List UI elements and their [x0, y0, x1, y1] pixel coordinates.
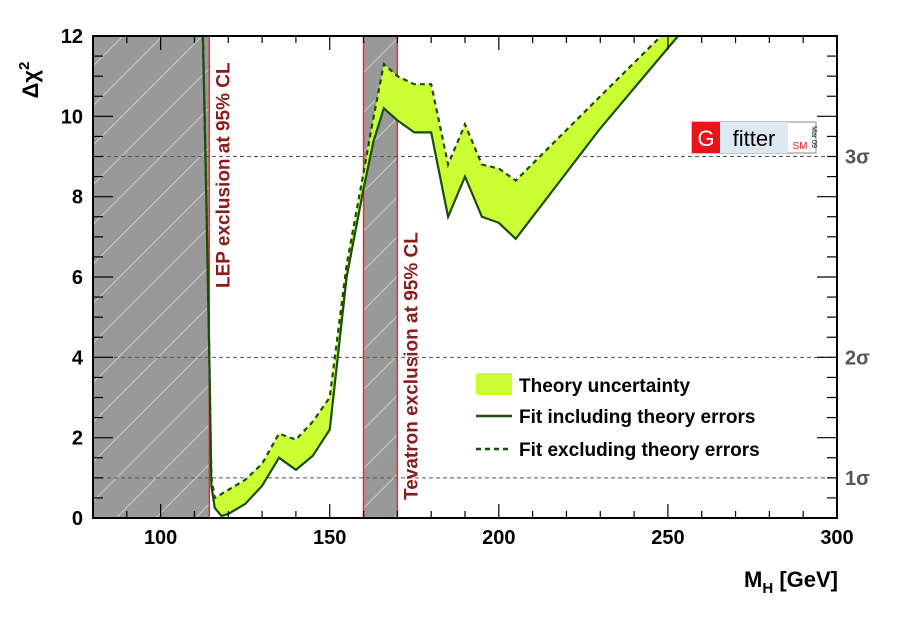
logo-red-box [692, 122, 720, 153]
y-tick-label: 0 [72, 508, 83, 530]
x-tick-label: 200 [482, 527, 515, 549]
logo-letter: G [697, 126, 714, 151]
sigma-label-2: 2σ [845, 347, 870, 369]
sigma-label-1: 1σ [845, 468, 870, 490]
fit-curves [201, 36, 679, 518]
legend-label-dashed: Fit excluding theory errors [519, 440, 760, 461]
theory-uncertainty-band [202, 36, 679, 516]
axis-ticks: 100 150 200 250 300 0 2 4 6 8 10 12 [61, 26, 854, 549]
fit-including-theory-errors-line [201, 36, 679, 518]
fit-excluding-theory-errors-line [201, 36, 662, 500]
x-tick-label: 300 [820, 527, 853, 549]
logo-word: fitter [733, 126, 776, 151]
logo-tag: SM [793, 141, 808, 152]
theory-band [202, 36, 679, 516]
y-tick-label: 6 [72, 267, 83, 289]
x-tick-label: 150 [313, 527, 346, 549]
logo-word-box [720, 122, 788, 153]
exclusion-labels: LEP exclusion at 95% CL Tevatron exclusio… [213, 62, 422, 500]
gfitter-logo: G fitter SM Mar 09 [691, 121, 817, 154]
y-tick-label: 10 [61, 106, 83, 128]
sigma-lines: 1σ 2σ 3σ [93, 147, 870, 490]
y-tick-label: 2 [72, 428, 83, 450]
y-tick-label: 4 [72, 347, 84, 369]
legend-swatch-band [476, 373, 512, 395]
y-tick-label: 8 [72, 187, 83, 209]
legend-label-solid: Fit including theory errors [519, 407, 755, 428]
legend-label-band: Theory uncertainty [519, 376, 690, 397]
x-axis-title: MH [GeV] [744, 567, 838, 597]
x-tick-label: 250 [651, 527, 684, 549]
tevatron-exclusion-label: Tevatron exclusion at 95% CL [401, 232, 422, 500]
plot-background [93, 36, 837, 518]
lep-exclusion-label: LEP exclusion at 95% CL [213, 62, 234, 288]
x-tick-label: 100 [144, 527, 177, 549]
sigma-label-3: 3σ [845, 147, 870, 169]
y-tick-label: 12 [61, 26, 83, 48]
legend: Theory uncertainty Fit including theory … [476, 373, 760, 461]
y-axis-title: Δχ2 [16, 62, 43, 99]
logo-date: Mar 09 [810, 126, 817, 148]
